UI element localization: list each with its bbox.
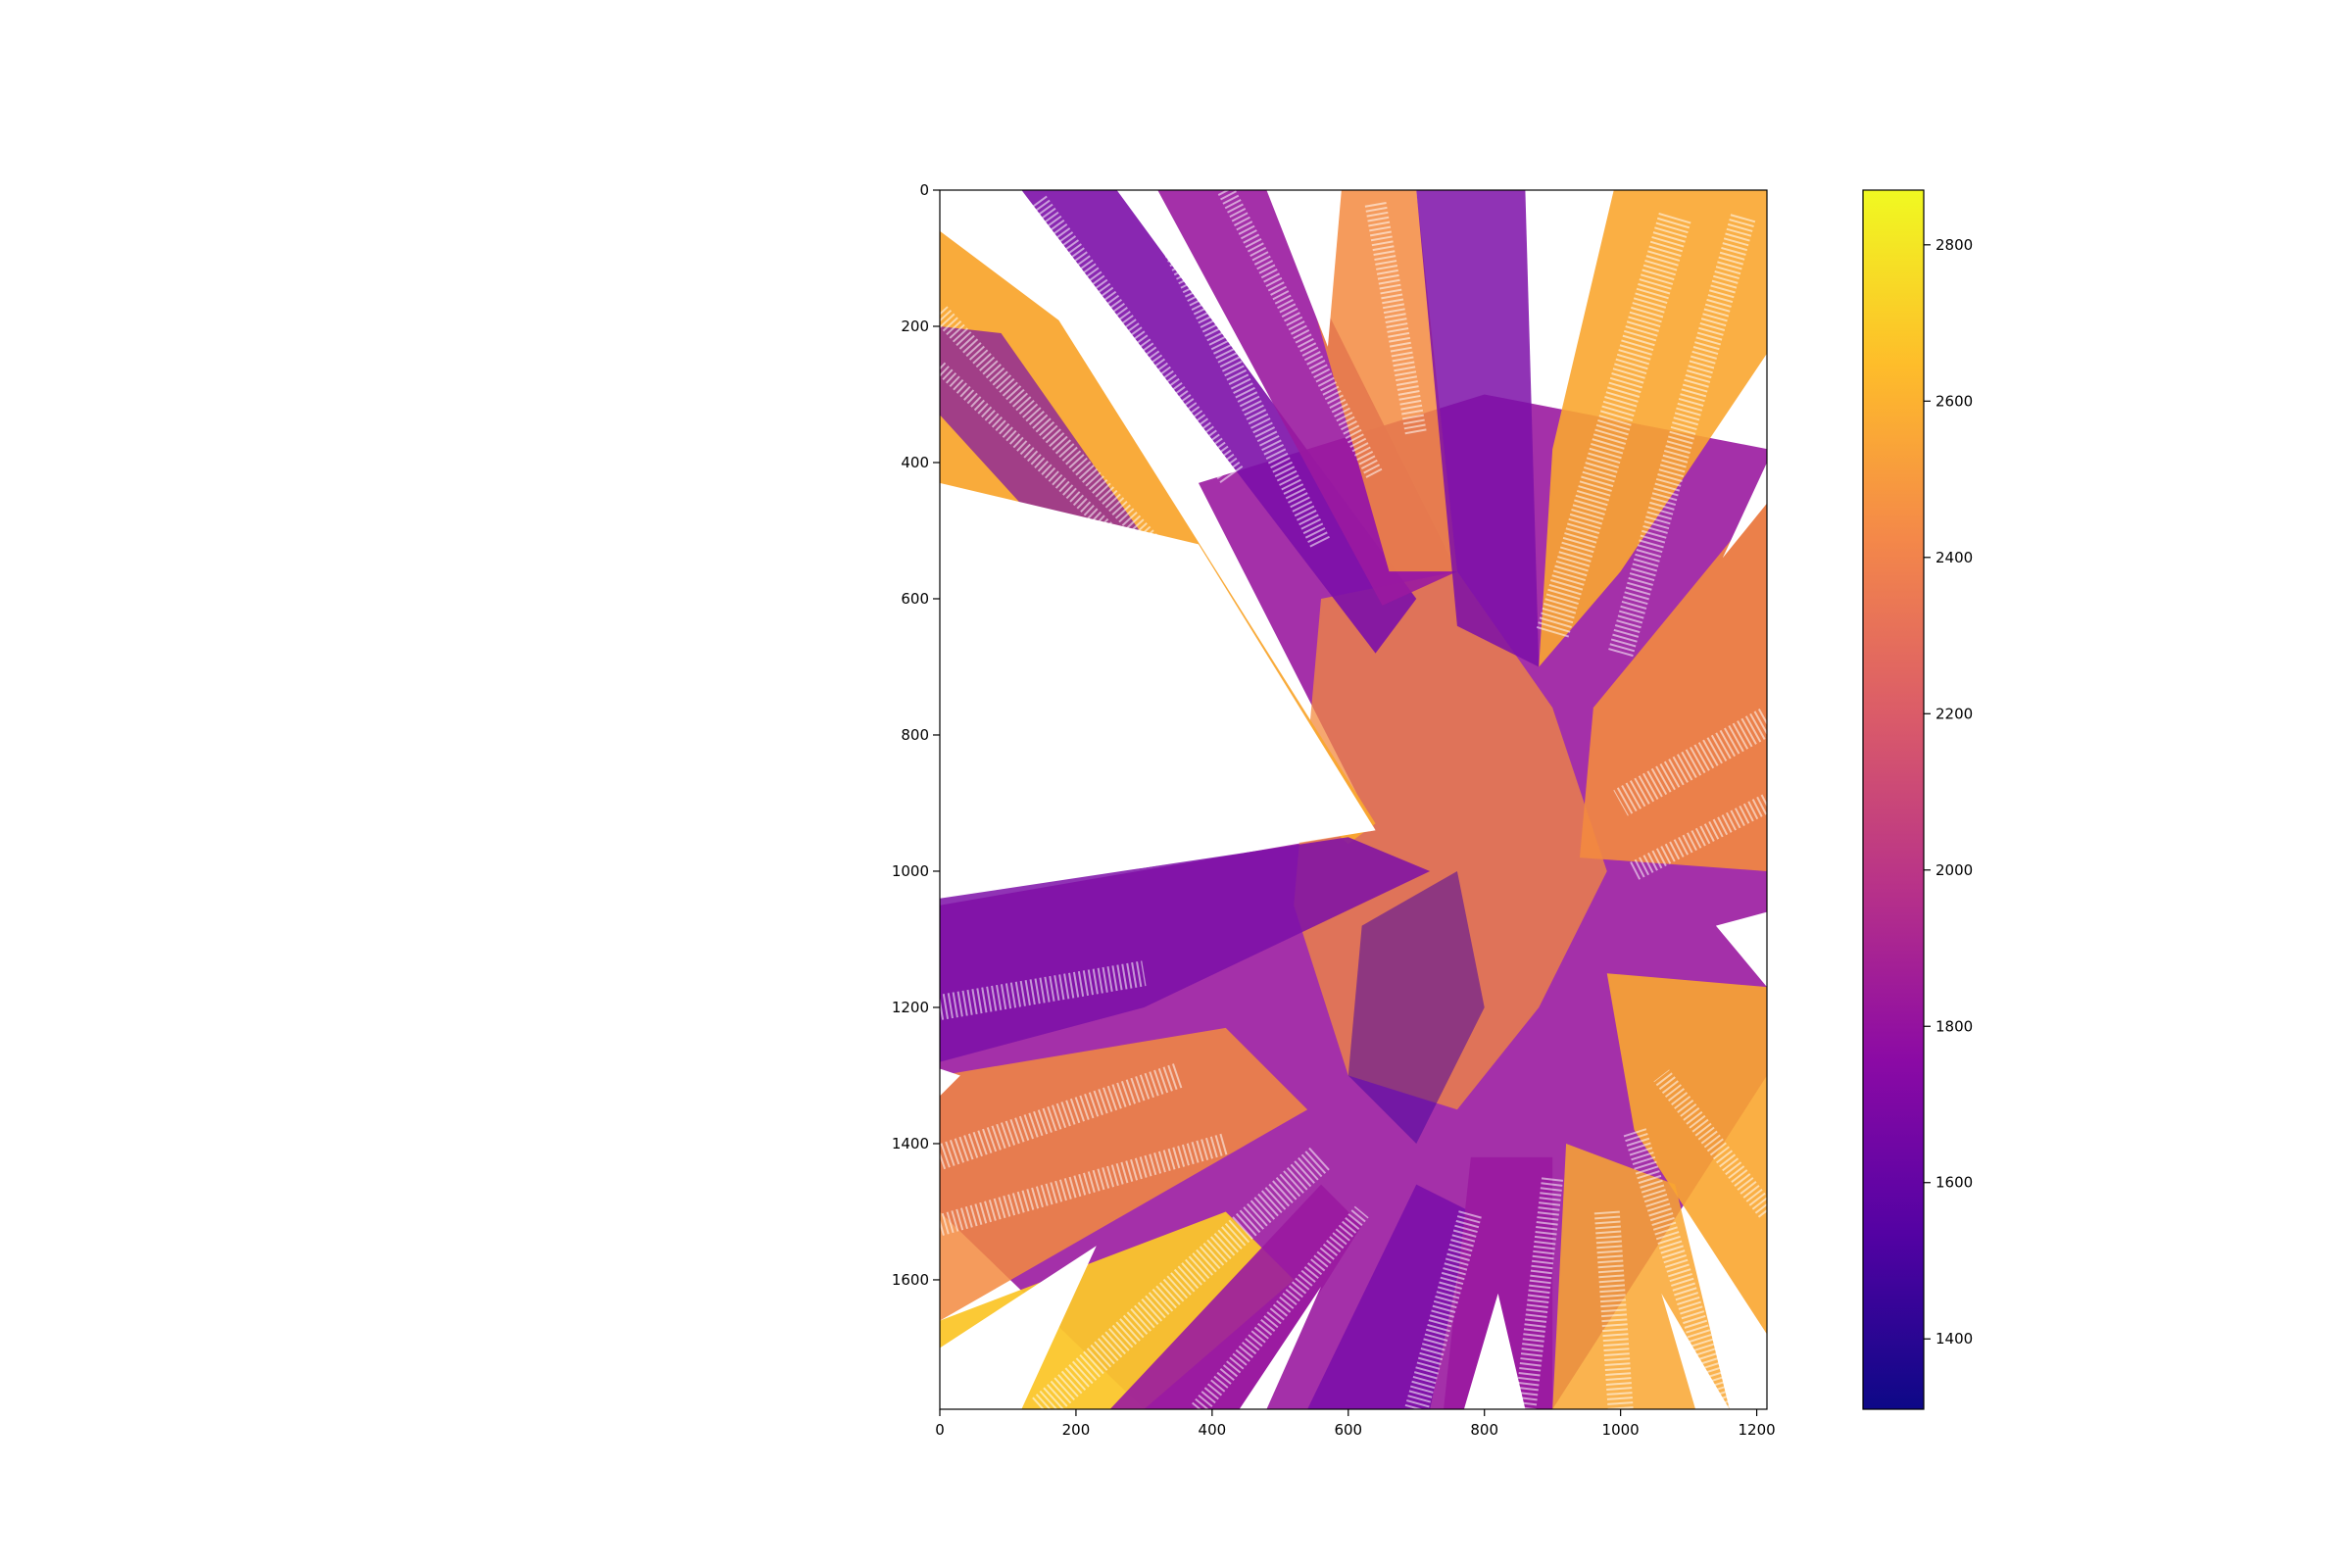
swath-core-dark bbox=[1348, 870, 1485, 1144]
y-axis: 0 200 400 600 800 1000 1200 1400 1600 bbox=[892, 181, 940, 1289]
no-data-top-right bbox=[1539, 190, 1614, 409]
colorbar-tick-label: 2600 bbox=[1936, 392, 1973, 410]
cloud-streak bbox=[940, 960, 1147, 1020]
x-tick-label: 0 bbox=[935, 1421, 945, 1439]
no-data-bottom-left bbox=[940, 1246, 1097, 1409]
swath-top-right bbox=[1539, 190, 1767, 667]
y-tick-label: 1400 bbox=[892, 1135, 929, 1152]
y-tick-label: 200 bbox=[901, 318, 929, 335]
x-tick-label: 1000 bbox=[1602, 1421, 1640, 1439]
colorbar-tick-label: 2400 bbox=[1936, 549, 1973, 566]
heatmap-image bbox=[940, 190, 1767, 1409]
x-tick-label: 400 bbox=[1199, 1421, 1227, 1439]
y-tick-label: 1000 bbox=[892, 862, 929, 880]
colorbar-axis: 1400 1600 1800 2000 2200 2400 2600 2800 bbox=[1924, 236, 1973, 1348]
swath-left-mid bbox=[940, 837, 1431, 1062]
colorbar-tick-label: 2200 bbox=[1936, 705, 1973, 722]
cloud-streak bbox=[940, 1133, 1229, 1236]
cloud-streak bbox=[1613, 708, 1767, 816]
cloud-streak bbox=[1134, 190, 1331, 550]
y-tick-label: 1600 bbox=[892, 1271, 929, 1289]
plot-area: 0 200 400 600 800 1000 1200 0 200 400 600 800 1000 1… bbox=[892, 181, 1776, 1439]
colorbar-frame bbox=[1862, 189, 1925, 1410]
swath-right bbox=[1579, 496, 1767, 871]
cloud-streak bbox=[1608, 214, 1756, 658]
x-axis: 0 200 400 600 800 1000 1200 bbox=[935, 1409, 1776, 1439]
cloud-streak bbox=[1032, 1146, 1332, 1409]
swath-lower-right bbox=[1606, 973, 1767, 1335]
cloud-streak bbox=[1593, 1210, 1634, 1409]
y-tick-label: 800 bbox=[901, 726, 929, 744]
colorbar-gradient bbox=[1863, 190, 1924, 1409]
swath-bottom-2 bbox=[1307, 1184, 1471, 1409]
x-tick-label: 600 bbox=[1334, 1421, 1362, 1439]
swath-top-4 bbox=[1416, 190, 1540, 667]
no-data-bottom-corner bbox=[1729, 1334, 1767, 1409]
no-data-top-mid bbox=[1266, 190, 1342, 347]
colorbar: 1400 1600 1800 2000 2200 2400 2600 2800 bbox=[1862, 189, 1973, 1410]
plot-frame bbox=[939, 189, 1768, 1410]
y-tick-label: 600 bbox=[901, 590, 929, 608]
no-data-bottom-right bbox=[1661, 1293, 1730, 1409]
colorbar-tick-label: 2800 bbox=[1936, 236, 1973, 254]
y-tick-label: 400 bbox=[901, 454, 929, 471]
cloud-streak bbox=[1192, 1205, 1369, 1409]
no-data-bottom-mid-2 bbox=[1463, 1293, 1526, 1409]
swath-left-low bbox=[940, 1027, 1308, 1321]
y-tick-label: 1200 bbox=[892, 999, 929, 1016]
y-tick-label: 0 bbox=[919, 181, 929, 199]
swath-bottom-1 bbox=[1109, 1184, 1362, 1409]
no-data-right-notch-2 bbox=[1715, 911, 1767, 988]
cloud-streak bbox=[1536, 212, 1691, 638]
x-tick-label: 1200 bbox=[1738, 1421, 1775, 1439]
x-tick-label: 200 bbox=[1062, 1421, 1091, 1439]
no-data-bottom-mid bbox=[1239, 1286, 1322, 1409]
no-data-wedge-left bbox=[940, 482, 1376, 892]
colorbar-tick-label: 1800 bbox=[1936, 1017, 1973, 1035]
colorbar-tick-label: 2000 bbox=[1936, 861, 1973, 879]
no-data-left-notch bbox=[940, 1068, 960, 1097]
colorbar-tick-label: 1600 bbox=[1936, 1174, 1973, 1192]
cloud-streak bbox=[1653, 1069, 1767, 1218]
no-data-right-notch bbox=[1722, 462, 1767, 559]
colorbar-tick-label: 1400 bbox=[1936, 1330, 1973, 1348]
no-data-top-left bbox=[940, 190, 1158, 395]
cloud-streak bbox=[1023, 195, 1245, 485]
cloud-streak bbox=[1629, 794, 1767, 880]
x-tick-label: 800 bbox=[1470, 1421, 1498, 1439]
cloud-streak bbox=[940, 362, 1272, 686]
